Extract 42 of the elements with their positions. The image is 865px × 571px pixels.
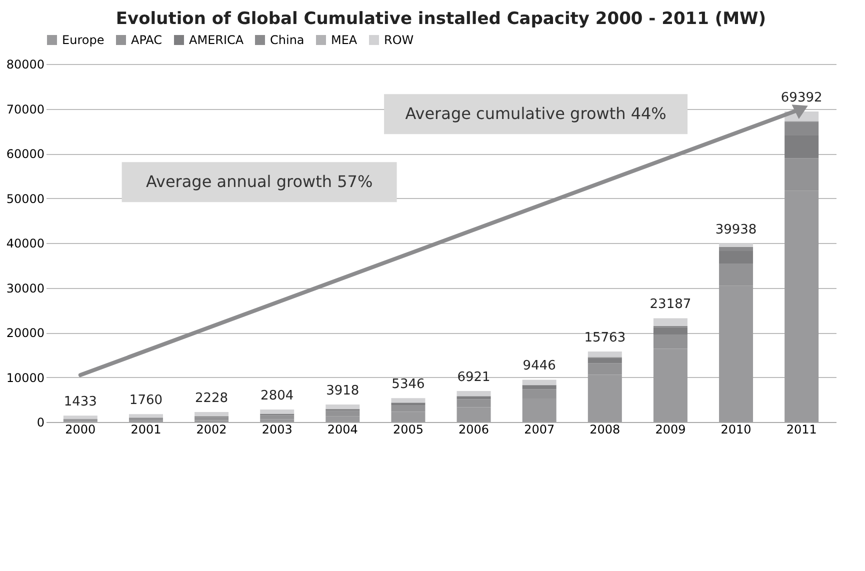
x-tick-label: 2011 [786, 422, 817, 436]
legend-label: MEA [331, 33, 358, 47]
total-label: 1433 [64, 394, 97, 410]
total-label: 9446 [522, 358, 556, 374]
total-label: 5346 [392, 377, 425, 392]
x-tick-label: 2010 [720, 422, 752, 436]
x-tick-label: 2005 [392, 422, 424, 436]
x-tick-label: 2009 [655, 422, 686, 436]
annotation: Average cumulative growth 44% [405, 104, 666, 124]
legend-label: APAC [131, 33, 162, 47]
annotation: Average annual growth 57% [146, 172, 373, 192]
x-tick-label: 2006 [458, 422, 490, 436]
total-label: 39938 [715, 222, 757, 238]
y-tick-label: 20000 [6, 326, 44, 340]
x-tick-label: 2003 [262, 422, 292, 436]
total-label: 1760 [129, 393, 163, 408]
total-label: 69392 [780, 90, 822, 106]
x-tick-label: 2007 [524, 422, 555, 436]
y-tick-label: 0 [36, 416, 44, 430]
total-label: 3918 [326, 383, 360, 398]
chart-title: Evolution of Global Cumulative installed Capacity 2000 - 2011 (MW) [116, 9, 766, 29]
total-label: 23187 [650, 297, 692, 312]
legend-label: AMERICA [189, 33, 244, 47]
total-label: 6921 [457, 370, 490, 386]
y-tick-label: 30000 [6, 281, 44, 296]
y-tick-label: 70000 [6, 102, 44, 116]
y-tick-label: 50000 [6, 192, 44, 206]
x-tick-label: 2000 [65, 422, 96, 436]
legend-label: ROW [384, 33, 414, 47]
total-label: 15763 [584, 330, 626, 346]
y-tick-label: 40000 [6, 236, 44, 250]
x-tick-label: 2001 [130, 422, 162, 436]
y-tick-label: 60000 [6, 147, 44, 161]
total-label: 2228 [194, 391, 228, 406]
legend-label: Europe [62, 33, 104, 47]
total-label: 2804 [260, 388, 294, 404]
x-tick-label: 2008 [590, 422, 620, 436]
y-tick-label: 80000 [6, 58, 44, 72]
x-tick-label: 2002 [196, 422, 227, 436]
y-tick-label: 10000 [6, 370, 44, 385]
x-tick-label: 2004 [327, 422, 358, 436]
legend-label: China [270, 33, 304, 47]
